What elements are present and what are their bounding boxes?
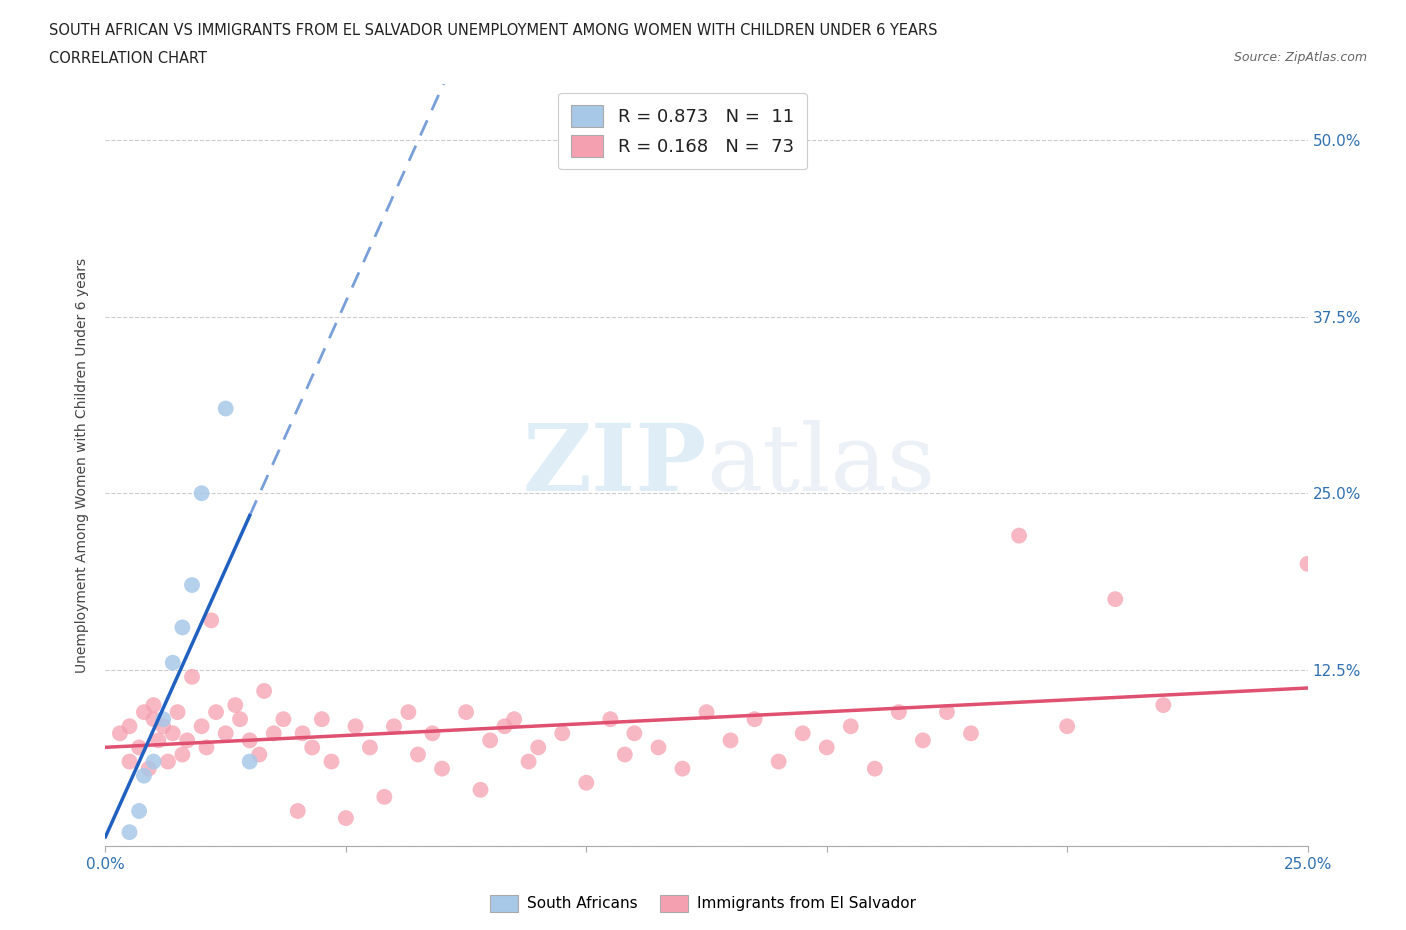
Point bbox=[181, 670, 204, 684]
Point bbox=[162, 656, 184, 671]
Point bbox=[527, 740, 550, 755]
Point bbox=[613, 747, 636, 762]
Point bbox=[142, 711, 165, 726]
Point bbox=[132, 768, 155, 783]
Point bbox=[551, 726, 574, 741]
Point bbox=[422, 726, 444, 741]
Point bbox=[792, 726, 814, 741]
Point bbox=[311, 711, 333, 726]
Point bbox=[335, 811, 357, 826]
Point bbox=[152, 711, 174, 726]
Point bbox=[359, 740, 381, 755]
Point bbox=[863, 761, 886, 776]
Point bbox=[108, 726, 131, 741]
Point bbox=[166, 705, 188, 720]
Point bbox=[1104, 591, 1126, 606]
Text: Source: ZipAtlas.com: Source: ZipAtlas.com bbox=[1233, 51, 1367, 64]
Point bbox=[239, 754, 262, 769]
Legend: South Africans, Immigrants from El Salvador: South Africans, Immigrants from El Salva… bbox=[484, 889, 922, 918]
Point bbox=[671, 761, 693, 776]
Point bbox=[647, 740, 669, 755]
Point bbox=[229, 711, 252, 726]
Point bbox=[839, 719, 862, 734]
Text: CORRELATION CHART: CORRELATION CHART bbox=[49, 51, 207, 66]
Point bbox=[273, 711, 295, 726]
Point bbox=[406, 747, 429, 762]
Point bbox=[1056, 719, 1078, 734]
Point bbox=[479, 733, 502, 748]
Point bbox=[301, 740, 323, 755]
Point bbox=[321, 754, 343, 769]
Point bbox=[142, 754, 165, 769]
Point bbox=[623, 726, 645, 741]
Point bbox=[152, 719, 174, 734]
Point bbox=[696, 705, 718, 720]
Point bbox=[162, 726, 184, 741]
Point bbox=[720, 733, 742, 748]
Point bbox=[253, 684, 276, 698]
Point bbox=[599, 711, 621, 726]
Point bbox=[247, 747, 270, 762]
Point bbox=[470, 782, 492, 797]
Point bbox=[382, 719, 405, 734]
Point bbox=[1296, 556, 1319, 571]
Point bbox=[142, 698, 165, 712]
Point bbox=[148, 733, 170, 748]
Point bbox=[494, 719, 516, 734]
Point bbox=[430, 761, 453, 776]
Point bbox=[263, 726, 285, 741]
Point bbox=[195, 740, 218, 755]
Point bbox=[190, 485, 212, 500]
Point bbox=[396, 705, 419, 720]
Point bbox=[200, 613, 222, 628]
Point bbox=[503, 711, 526, 726]
Point bbox=[239, 733, 262, 748]
Point bbox=[128, 740, 150, 755]
Y-axis label: Unemployment Among Women with Children Under 6 years: Unemployment Among Women with Children U… bbox=[76, 258, 90, 672]
Point bbox=[1008, 528, 1031, 543]
Point bbox=[887, 705, 910, 720]
Point bbox=[960, 726, 983, 741]
Point bbox=[224, 698, 246, 712]
Point bbox=[454, 705, 477, 720]
Point bbox=[344, 719, 367, 734]
Point bbox=[118, 719, 141, 734]
Point bbox=[172, 620, 194, 635]
Point bbox=[1152, 698, 1174, 712]
Point bbox=[156, 754, 179, 769]
Point bbox=[205, 705, 228, 720]
Point bbox=[132, 705, 155, 720]
Point bbox=[138, 761, 160, 776]
Point bbox=[575, 776, 598, 790]
Point bbox=[214, 401, 236, 416]
Text: atlas: atlas bbox=[707, 420, 936, 510]
Point bbox=[172, 747, 194, 762]
Point bbox=[118, 754, 141, 769]
Text: ZIP: ZIP bbox=[522, 420, 707, 510]
Point bbox=[936, 705, 959, 720]
Point bbox=[373, 790, 395, 804]
Point bbox=[118, 825, 141, 840]
Point bbox=[190, 719, 212, 734]
Point bbox=[291, 726, 314, 741]
Point bbox=[517, 754, 540, 769]
Text: SOUTH AFRICAN VS IMMIGRANTS FROM EL SALVADOR UNEMPLOYMENT AMONG WOMEN WITH CHILD: SOUTH AFRICAN VS IMMIGRANTS FROM EL SALV… bbox=[49, 23, 938, 38]
Point bbox=[181, 578, 204, 592]
Point bbox=[911, 733, 934, 748]
Point bbox=[176, 733, 198, 748]
Legend: R = 0.873   N =  11, R = 0.168   N =  73: R = 0.873 N = 11, R = 0.168 N = 73 bbox=[558, 93, 807, 169]
Point bbox=[214, 726, 236, 741]
Point bbox=[128, 804, 150, 818]
Point bbox=[287, 804, 309, 818]
Point bbox=[744, 711, 766, 726]
Point bbox=[768, 754, 790, 769]
Point bbox=[815, 740, 838, 755]
